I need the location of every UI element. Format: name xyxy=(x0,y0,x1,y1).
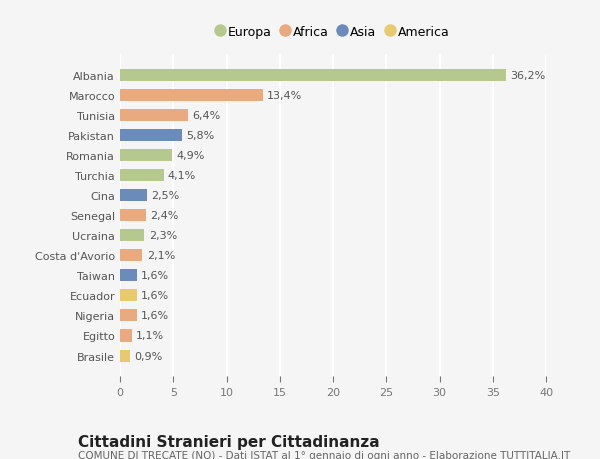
Bar xyxy=(120,270,137,282)
Bar xyxy=(120,70,506,82)
Text: 2,3%: 2,3% xyxy=(149,231,177,241)
Text: 5,8%: 5,8% xyxy=(186,131,214,141)
Text: 1,6%: 1,6% xyxy=(142,291,169,301)
Text: 0,9%: 0,9% xyxy=(134,351,162,361)
Text: 13,4%: 13,4% xyxy=(267,91,302,101)
Text: COMUNE DI TRECATE (NO) - Dati ISTAT al 1° gennaio di ogni anno - Elaborazione TU: COMUNE DI TRECATE (NO) - Dati ISTAT al 1… xyxy=(78,450,570,459)
Bar xyxy=(120,350,130,362)
Bar xyxy=(120,130,182,142)
Bar xyxy=(120,90,263,102)
Bar xyxy=(120,150,172,162)
Text: 2,4%: 2,4% xyxy=(150,211,178,221)
Bar xyxy=(120,290,137,302)
Text: 36,2%: 36,2% xyxy=(510,71,545,81)
Text: 4,9%: 4,9% xyxy=(176,151,205,161)
Bar xyxy=(120,330,132,342)
Bar xyxy=(120,210,146,222)
Bar xyxy=(120,230,145,242)
Text: 4,1%: 4,1% xyxy=(168,171,196,181)
Bar xyxy=(120,250,142,262)
Text: 1,6%: 1,6% xyxy=(142,311,169,321)
Text: 2,5%: 2,5% xyxy=(151,191,179,201)
Text: 6,4%: 6,4% xyxy=(193,111,221,121)
Text: 1,1%: 1,1% xyxy=(136,331,164,341)
Legend: Europa, Africa, Asia, America: Europa, Africa, Asia, America xyxy=(217,26,449,39)
Text: Cittadini Stranieri per Cittadinanza: Cittadini Stranieri per Cittadinanza xyxy=(78,434,380,449)
Bar xyxy=(120,190,146,202)
Text: 2,1%: 2,1% xyxy=(146,251,175,261)
Bar xyxy=(120,170,164,182)
Bar xyxy=(120,110,188,122)
Text: 1,6%: 1,6% xyxy=(142,271,169,281)
Bar xyxy=(120,310,137,322)
